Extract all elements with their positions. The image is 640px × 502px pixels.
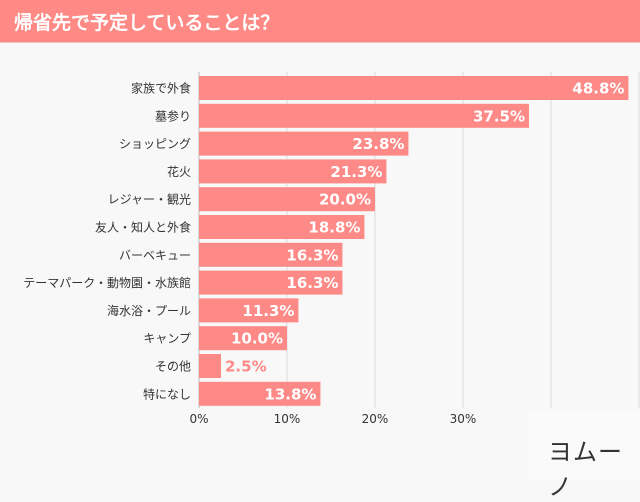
category-label: 家族で外食 bbox=[131, 81, 191, 96]
chart-title: 帰省先で予定していることは？ bbox=[14, 12, 280, 34]
bar bbox=[199, 103, 529, 128]
category-label: 墓参り bbox=[155, 108, 191, 123]
category-label: その他 bbox=[155, 360, 191, 374]
category-label: バーベキュー bbox=[119, 248, 191, 262]
bar bbox=[199, 381, 321, 406]
bar bbox=[199, 270, 343, 295]
bar bbox=[199, 131, 409, 156]
value-label: 37.5% bbox=[473, 107, 525, 125]
value-label: 11.3% bbox=[242, 302, 294, 320]
category-label: 友人・知人と外食 bbox=[95, 220, 191, 235]
category-label: 特になし bbox=[143, 386, 191, 401]
value-label: 16.3% bbox=[286, 246, 338, 264]
x-tick-label: 10% bbox=[274, 412, 301, 426]
x-tick-label: 0% bbox=[189, 412, 208, 426]
category-label: テーマパーク・動物園・水族館 bbox=[23, 275, 191, 290]
bar bbox=[199, 76, 629, 100]
bar bbox=[199, 215, 365, 239]
category-label: ショッピング bbox=[119, 137, 191, 151]
bar bbox=[199, 326, 287, 351]
bar bbox=[199, 298, 299, 323]
value-label: 48.8% bbox=[572, 80, 624, 98]
value-label: 13.8% bbox=[264, 385, 316, 403]
value-label: 21.3% bbox=[330, 163, 382, 181]
title-bar: 帰省先で予定していることは？ bbox=[0, 0, 640, 43]
bar bbox=[199, 354, 221, 378]
value-label: 16.3% bbox=[286, 274, 338, 292]
category-label: 海水浴・プール bbox=[107, 303, 191, 318]
value-label: 10.0% bbox=[231, 330, 283, 348]
bar bbox=[199, 242, 343, 267]
bar bbox=[199, 187, 375, 212]
value-label: 18.8% bbox=[308, 219, 360, 237]
logo-box bbox=[527, 410, 640, 480]
value-label: 23.8% bbox=[352, 135, 404, 153]
x-tick-label: 30% bbox=[450, 412, 477, 426]
bar bbox=[199, 159, 387, 184]
category-label: 花火 bbox=[167, 164, 191, 179]
x-tick-label: 20% bbox=[362, 412, 389, 426]
bar-chart: 0% 10% 20% 30% 家族で外食 48.8% 墓参り 37.5% ショッピング 23.8%… bbox=[23, 72, 640, 426]
value-label: 20.0% bbox=[319, 191, 371, 209]
logo: ヨムーノ bbox=[548, 438, 623, 501]
category-label: レジャー・観光 bbox=[108, 193, 191, 207]
value-label: 2.5% bbox=[225, 358, 267, 376]
category-label: キャンプ bbox=[143, 332, 191, 346]
